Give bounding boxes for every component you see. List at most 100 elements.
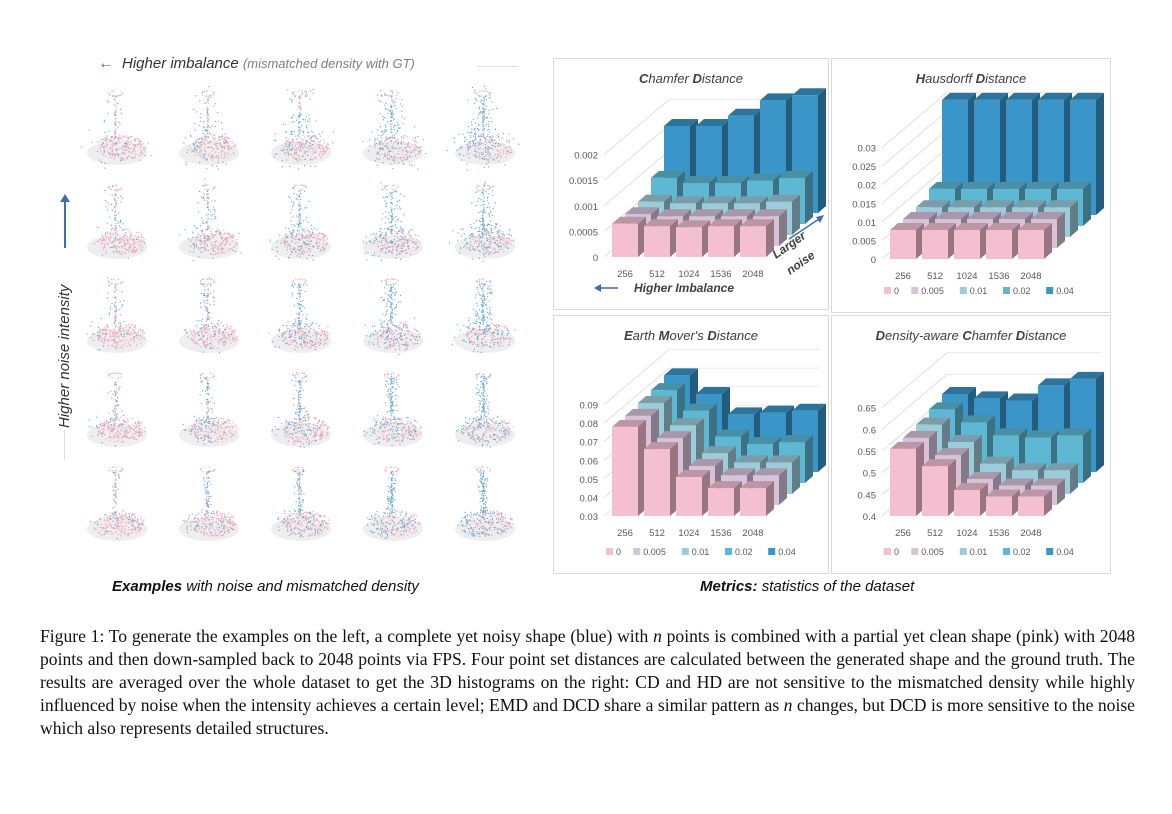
y-tick-label: 0 — [871, 255, 876, 266]
gridline — [881, 129, 948, 186]
point-cloud-sample — [363, 372, 423, 447]
x-axis-label: Higher Imbalance — [634, 281, 734, 295]
gridline — [881, 352, 948, 408]
point-cloud-sample — [87, 372, 147, 447]
y-tick-label: 0.65 — [858, 404, 877, 415]
chamfer-distance-chart: Chamfer Distance 0 0.0005 0.001 0.0015 0.002… — [553, 58, 829, 310]
legend-swatch — [768, 548, 776, 555]
examples-caption-rest: with noise and mismatched density — [182, 578, 419, 595]
point-cloud-sample — [87, 184, 147, 259]
legend-label: 0.02 — [1013, 547, 1031, 557]
x-tick-label: 1024 — [956, 271, 977, 282]
caption-text-3: changes, but DCD is more sensitive to th… — [40, 695, 1135, 738]
y-tick-label: 0.025 — [852, 162, 876, 173]
x-tick-label: 2048 — [742, 528, 763, 539]
metrics-caption-bold: Metrics: — [700, 578, 758, 595]
point-cloud-sample — [269, 184, 331, 261]
point-cloud-sample — [446, 85, 520, 171]
x-tick-label: 256 — [617, 269, 633, 280]
bar-0-2048 — [740, 481, 774, 516]
gridline — [603, 367, 670, 424]
legend-label: 0.04 — [778, 547, 796, 557]
higher-imbalance-label: ← Higher imbalance (mismatched density wi… — [98, 55, 415, 73]
legend-label: 0 — [894, 547, 899, 557]
up-right-arrow-icon — [788, 216, 823, 240]
y-tick-label: 0.04 — [580, 493, 599, 504]
x-tick-label: 256 — [895, 528, 911, 539]
chart-title: Earth Mover's Distance — [623, 328, 758, 343]
caption-var-n: n — [653, 626, 662, 646]
point-cloud-grid — [80, 85, 520, 541]
mismatched-density-text: (mismatched density with GT) — [242, 56, 415, 71]
x-tick-label: 256 — [895, 271, 911, 282]
bar-0-512 — [922, 223, 956, 259]
figure-caption: Figure 1: To generate the examples on th… — [40, 625, 1135, 740]
chart-title: Density-aware Chamfer Distance — [875, 328, 1067, 343]
y-tick-label: 0.015 — [852, 199, 876, 210]
legend-item-0.02: 0.02 — [725, 547, 753, 557]
legend-label: 0.02 — [1013, 286, 1031, 296]
point-cloud-sample — [271, 372, 331, 448]
point-cloud-sample — [271, 89, 335, 170]
point-cloud-sample — [455, 466, 515, 541]
legend-item-0: 0 — [884, 286, 899, 296]
x-tick-label: 512 — [927, 271, 943, 282]
legend-label: 0 — [616, 547, 621, 557]
x-tick-label: 1536 — [710, 269, 731, 280]
legend-label: 0.01 — [970, 286, 988, 296]
legend-item-0.005: 0.005 — [911, 286, 944, 296]
examples-caption-bold: Examples — [112, 578, 183, 595]
y-tick-label: 0.03 — [580, 512, 599, 523]
legend-item-0: 0 — [606, 547, 621, 557]
bar-0-256 — [612, 216, 646, 257]
legend-label: 0.005 — [921, 286, 944, 296]
examples-caption: Examples with noise and mismatched densi… — [112, 578, 419, 595]
bar-0-512 — [922, 459, 956, 516]
legend-swatch — [959, 287, 967, 294]
gridline — [603, 99, 670, 155]
gridline — [881, 147, 948, 204]
point-cloud-sample — [179, 466, 239, 541]
legend-item-0.01: 0.01 — [959, 547, 987, 557]
point-cloud-sample — [179, 372, 239, 447]
legend-label: 0.005 — [921, 547, 944, 557]
point-cloud-sample — [179, 277, 239, 353]
chart-title: Chamfer Distance — [638, 71, 744, 86]
x-tick-label: 2048 — [742, 269, 763, 280]
legend-swatch — [884, 287, 891, 294]
bar-0-1024 — [676, 470, 710, 516]
legend-item-0.04: 0.04 — [1046, 286, 1074, 296]
gridline — [881, 110, 948, 167]
x-tick-label: 512 — [649, 528, 665, 539]
figure-label: Figure 1: — [40, 626, 105, 646]
legend-label: 0.04 — [1056, 286, 1074, 296]
chart-plot: 0 0.0005 0.001 0.0015 0.002 256 512 1024 1536 204… — [569, 88, 826, 295]
gridline — [603, 349, 670, 405]
y-tick-label: 0.6 — [863, 425, 876, 436]
legend-item-0.005: 0.005 — [911, 547, 944, 557]
hausdorff-distance-chart: Hausdorff Distance 0 0.005 0.01 0.015 0.02 0.… — [831, 58, 1111, 313]
point-cloud-sample — [449, 181, 515, 263]
legend-label: 0.02 — [735, 547, 753, 557]
bar-0-2048 — [740, 219, 774, 257]
legend-swatch — [884, 548, 891, 555]
point-cloud-sample — [363, 278, 423, 355]
y-tick-label: 0.55 — [858, 447, 877, 458]
y-tick-label: 0.0005 — [569, 227, 598, 238]
point-cloud-sample — [455, 372, 515, 448]
bar-0-512 — [644, 442, 678, 516]
arrowhead — [816, 215, 824, 223]
bar-0-512 — [644, 219, 678, 257]
bar-0-1536 — [708, 219, 742, 257]
bar-0-1536 — [986, 223, 1020, 259]
bar-0-1536 — [708, 481, 742, 516]
x-tick-label: 512 — [649, 269, 665, 280]
caption-var-n: n — [783, 695, 793, 715]
gridline — [881, 92, 948, 148]
x-tick-label: 1024 — [956, 528, 977, 539]
legend-label: 0.04 — [1056, 547, 1074, 557]
y-tick-label: 0.07 — [580, 438, 599, 449]
legend-item-0.01: 0.01 — [681, 547, 709, 557]
x-tick-label: 256 — [617, 528, 633, 539]
legend-swatch — [633, 548, 641, 555]
